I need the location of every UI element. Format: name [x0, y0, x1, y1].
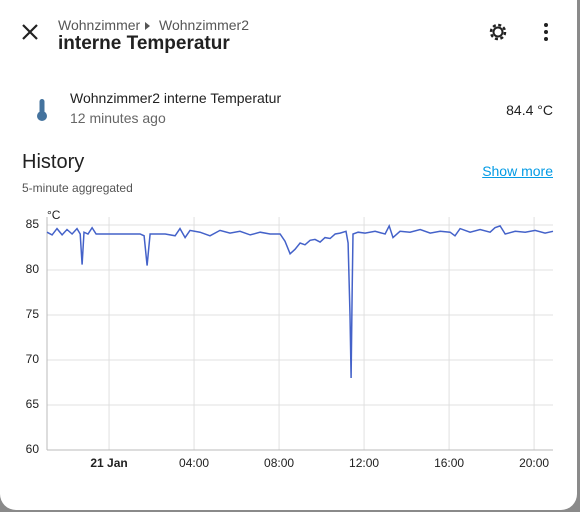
breadcrumb-item[interactable]: Wohnzimmer2: [159, 17, 249, 33]
more-button[interactable]: [534, 20, 558, 44]
y-tick-label: 70: [26, 352, 40, 366]
chart: °C 60 65 70 75 80 85 21 Jan 04:00 08:00 12:00 16:0…: [26, 208, 554, 470]
close-button[interactable]: [18, 20, 42, 44]
x-tick-label: 16:00: [434, 456, 464, 470]
dialog-title: interne Temperatur: [58, 33, 230, 54]
y-tick-label: 65: [26, 397, 40, 411]
y-tick-label: 80: [26, 262, 40, 276]
x-tick-label: 04:00: [179, 456, 209, 470]
x-tick-label: 08:00: [264, 456, 294, 470]
breadcrumb-item[interactable]: Wohnzimmer: [58, 17, 141, 33]
entity-name: Wohnzimmer2 interne Temperatur: [70, 90, 282, 106]
data-line: [46, 223, 554, 379]
x-tick-label: 12:00: [349, 456, 379, 470]
entity-state: 84.4 °C: [506, 102, 553, 118]
y-tick-label: 75: [26, 307, 40, 321]
x-tick-label: 21 Jan: [90, 456, 127, 470]
settings-button[interactable]: [486, 20, 510, 44]
x-tick-label: 20:00: [519, 456, 549, 470]
show-more-link[interactable]: Show more: [482, 163, 553, 179]
chart-subtitle: 5-minute aggregated: [22, 181, 133, 195]
section-title: History: [22, 151, 85, 173]
y-tick-label: 60: [26, 442, 40, 456]
y-axis-label: °C: [47, 208, 61, 222]
thermometer-icon: [37, 99, 47, 121]
y-tick-label: 85: [26, 217, 40, 231]
last-updated: 12 minutes ago: [70, 110, 166, 126]
breadcrumb-separator: [145, 22, 150, 30]
